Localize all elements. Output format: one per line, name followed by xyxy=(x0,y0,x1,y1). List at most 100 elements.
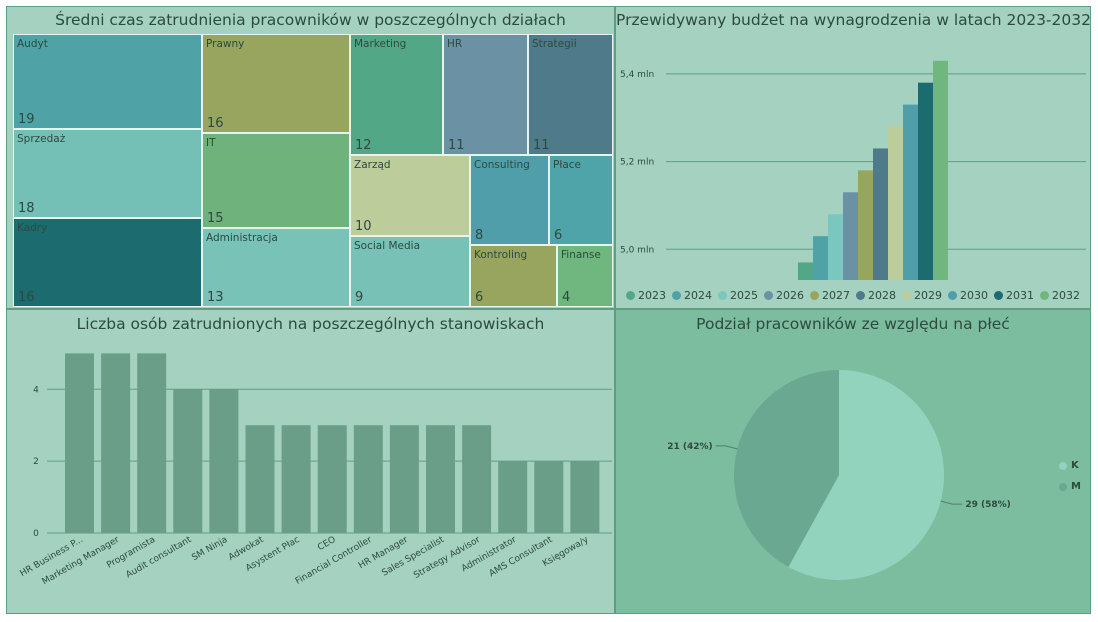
budget-legend-item-2031[interactable]: 2031 xyxy=(994,289,1034,302)
budget-legend-item-2028[interactable]: 2028 xyxy=(856,289,896,302)
budget-bar-2023[interactable] xyxy=(798,262,813,280)
jobs-y-tick: 2 xyxy=(33,457,39,467)
jobs-title: Liczba osób zatrudnionych na poszczególn… xyxy=(76,315,545,333)
treemap-cell-label: Prawny xyxy=(206,38,245,50)
treemap-cell-strategii[interactable]: Strategii 11 xyxy=(528,34,613,155)
budget-bar-2027[interactable] xyxy=(858,170,873,280)
treemap-cell-label: Administracja xyxy=(206,232,278,244)
treemap-cell-value: 16 xyxy=(207,116,224,131)
treemap-cell-value: 15 xyxy=(207,211,224,226)
treemap-cell-value: 12 xyxy=(355,138,372,153)
jobs-bar-hr-manager[interactable] xyxy=(389,425,419,533)
legend-label: 2031 xyxy=(1006,289,1034,302)
legend-label: 2026 xyxy=(776,289,804,302)
treemap-cell-label: Consulting xyxy=(474,159,530,171)
treemap-cell-value: 8 xyxy=(475,228,484,243)
jobs-x-tick: CEO xyxy=(316,535,338,553)
jobs-bar-administrator[interactable] xyxy=(498,461,528,533)
legend-dot-icon xyxy=(1040,291,1049,300)
budget-bar-2025[interactable] xyxy=(828,214,843,280)
budget-legend-item-2027[interactable]: 2027 xyxy=(810,289,850,302)
legend-dot-icon xyxy=(994,291,1003,300)
jobs-bar-ceo[interactable] xyxy=(317,425,347,533)
jobs-bar-marketing-manager[interactable] xyxy=(101,353,131,533)
gender-label-leader xyxy=(715,445,738,450)
treemap-cell-audyt[interactable]: Audyt 19 xyxy=(13,34,202,129)
budget-legend-item-2030[interactable]: 2030 xyxy=(948,289,988,302)
treemap-cell-label: Zarząd xyxy=(354,159,391,171)
treemap-cell-social-media[interactable]: Social Media 9 xyxy=(350,236,470,307)
treemap-cell-hr[interactable]: HR 11 xyxy=(443,34,528,155)
budget-bar-2031[interactable] xyxy=(918,82,933,280)
budget-y-tick: 5,4 mln xyxy=(620,70,654,80)
budget-legend-item-2032[interactable]: 2032 xyxy=(1040,289,1080,302)
gender-legend-item-K[interactable]: K xyxy=(1059,460,1081,471)
jobs-bar-sm-ninja[interactable] xyxy=(209,389,239,533)
jobs-bar-financial-controller[interactable] xyxy=(353,425,383,533)
treemap-cell-value: 16 xyxy=(18,290,35,305)
treemap-cell-prawny[interactable]: Prawny 16 xyxy=(202,34,350,133)
treemap-cell-sprzedaz[interactable]: Sprzedaż 18 xyxy=(13,129,202,218)
gender-slice-K[interactable] xyxy=(788,370,944,580)
budget-bar-2026[interactable] xyxy=(843,192,858,280)
gender-chart: 29 (58%) 21 (42%) xyxy=(667,370,1011,580)
budget-bar-2032[interactable] xyxy=(933,60,948,281)
jobs-bar-asystent-plac[interactable] xyxy=(281,425,311,533)
treemap-cell-label: Płace xyxy=(553,159,581,171)
treemap-cell-marketing[interactable]: Marketing 12 xyxy=(350,34,443,155)
legend-dot-icon xyxy=(856,291,865,300)
jobs-bar-adwokat[interactable] xyxy=(245,425,275,533)
legend-dot-icon xyxy=(672,291,681,300)
jobs-bar-sales-specialist[interactable] xyxy=(426,425,455,533)
treemap-cell-administracja[interactable]: Administracja 13 xyxy=(202,228,350,307)
legend-dot-icon xyxy=(902,291,911,300)
jobs-bar-ams-consultant[interactable] xyxy=(534,461,564,533)
budget-legend-item-2026[interactable]: 2026 xyxy=(764,289,804,302)
jobs-bar-ksiegowa-y[interactable] xyxy=(570,461,600,533)
budget-legend-item-2023[interactable]: 2023 xyxy=(626,289,666,302)
gender-title: Podział pracowników ze względu na płeć xyxy=(696,315,1010,333)
treemap-cell-value: 4 xyxy=(562,290,571,305)
legend-label: 2024 xyxy=(684,289,712,302)
jobs-x-tick: SM Ninja xyxy=(190,535,229,563)
treemap-cell-label: Social Media xyxy=(354,240,421,252)
jobs-x-tick: Audit consultant xyxy=(124,535,193,581)
jobs-panel: Liczba osób zatrudnionych na poszczególn… xyxy=(6,309,615,614)
treemap-cell-place[interactable]: Płace 6 xyxy=(549,155,613,245)
budget-legend-item-2025[interactable]: 2025 xyxy=(718,289,758,302)
budget-bar-2028[interactable] xyxy=(873,148,888,280)
treemap-cell-value: 9 xyxy=(355,290,364,305)
treemap-cell-label: Marketing xyxy=(354,38,407,50)
jobs-y-tick: 4 xyxy=(33,385,39,395)
treemap-cell-kontroling[interactable]: Kontroling 6 xyxy=(470,245,557,307)
legend-label: K xyxy=(1071,460,1079,471)
budget-legend-item-2029[interactable]: 2029 xyxy=(902,289,942,302)
legend-label: 2027 xyxy=(822,289,850,302)
legend-label: M xyxy=(1071,481,1081,492)
gender-legend-item-M[interactable]: M xyxy=(1059,481,1081,492)
budget-legend-item-2024[interactable]: 2024 xyxy=(672,289,712,302)
treemap-cell-consulting[interactable]: Consulting 8 xyxy=(470,155,549,245)
treemap-cell-kadry[interactable]: Kadry 16 xyxy=(13,218,202,307)
jobs-bar-strategy-advisor[interactable] xyxy=(462,425,492,533)
treemap-cell-finanse[interactable]: Finanse 4 xyxy=(557,245,613,307)
jobs-bar-audit-consultant[interactable] xyxy=(173,389,203,533)
budget-bar-2024[interactable] xyxy=(813,236,828,280)
budget-bar-2030[interactable] xyxy=(903,104,918,280)
gender-label-leader xyxy=(940,500,963,505)
treemap-cell-value: 11 xyxy=(448,138,465,153)
treemap-cell-zarzad[interactable]: Zarząd 10 xyxy=(350,155,470,236)
budget-title: Przewidywany budżet na wynagrodzenia w l… xyxy=(616,11,1091,29)
treemap-cell-value: 19 xyxy=(18,112,35,127)
budget-bar-2029[interactable] xyxy=(888,126,903,281)
legend-dot-icon xyxy=(810,291,819,300)
jobs-bar-programista[interactable] xyxy=(137,353,167,533)
treemap-cell-it[interactable]: IT 15 xyxy=(202,133,350,228)
gender-slice-M[interactable] xyxy=(734,370,839,568)
jobs-bar-hr-business-p[interactable] xyxy=(65,353,94,533)
treemap-cell-value: 11 xyxy=(533,138,550,153)
legend-dot-icon xyxy=(1059,482,1067,491)
treemap-cell-label: Kadry xyxy=(17,222,48,234)
legend-label: 2032 xyxy=(1052,289,1080,302)
